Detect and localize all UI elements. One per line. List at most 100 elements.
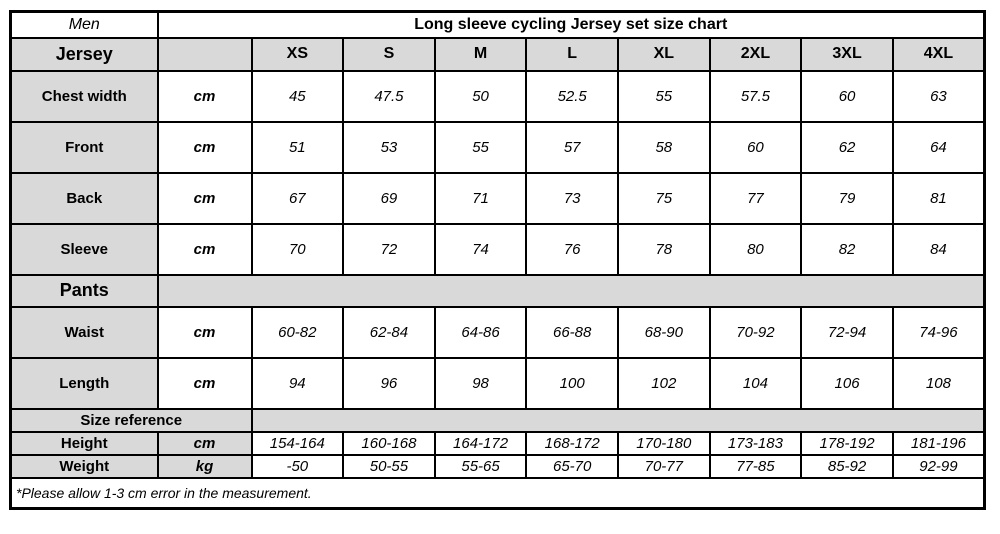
table-row-weight: Weight kg -50 50-55 55-65 65-70 70-77 77… xyxy=(9,453,986,479)
value-cell: 168-172 xyxy=(525,430,619,456)
table-row-size-reference-section: Size reference xyxy=(9,407,986,433)
value-cell: 94 xyxy=(250,356,345,410)
table-row-front: Front cm 51 53 55 57 58 60 62 64 xyxy=(9,120,986,174)
value-cell: 160-168 xyxy=(342,430,436,456)
value-cell: 69 xyxy=(342,171,436,225)
value-cell: 50-55 xyxy=(342,453,436,479)
value-cell: 60 xyxy=(800,69,894,123)
empty-unit-header-cell xyxy=(156,36,253,72)
row-label: Weight xyxy=(9,453,159,479)
pants-section-spacer xyxy=(156,273,986,308)
value-cell: 108 xyxy=(891,356,986,410)
value-cell: 63 xyxy=(891,69,986,123)
value-cell: 80 xyxy=(708,222,803,276)
value-cell: 154-164 xyxy=(250,430,345,456)
table-row-pants-section: Pants xyxy=(9,273,986,308)
value-cell: 72-94 xyxy=(800,305,894,359)
value-cell: 72 xyxy=(342,222,436,276)
value-cell: 74-96 xyxy=(891,305,986,359)
size-header-s: S xyxy=(342,36,436,72)
size-header-2xl: 2XL xyxy=(708,36,803,72)
value-cell: 170-180 xyxy=(617,430,711,456)
footnote-text: *Please allow 1-3 cm error in the measur… xyxy=(9,476,986,510)
table-row-waist: Waist cm 60-82 62-84 64-86 66-88 68-90 7… xyxy=(9,305,986,359)
value-cell: 57.5 xyxy=(708,69,803,123)
value-cell: 62 xyxy=(800,120,894,174)
value-cell: 181-196 xyxy=(891,430,986,456)
value-cell: 79 xyxy=(800,171,894,225)
table-row-footnote: *Please allow 1-3 cm error in the measur… xyxy=(9,476,986,510)
value-cell: 173-183 xyxy=(708,430,803,456)
unit-cell: cm xyxy=(156,171,253,225)
value-cell: 84 xyxy=(891,222,986,276)
size-header-3xl: 3XL xyxy=(800,36,894,72)
table-row-length: Length cm 94 96 98 100 102 104 106 108 xyxy=(9,356,986,410)
value-cell: 73 xyxy=(525,171,619,225)
unit-cell: cm xyxy=(156,305,253,359)
value-cell: 164-172 xyxy=(433,430,528,456)
unit-cell: cm xyxy=(156,356,253,410)
value-cell: 70-92 xyxy=(708,305,803,359)
value-cell: 68-90 xyxy=(617,305,711,359)
chart-title: Long sleeve cycling Jersey set size char… xyxy=(156,10,986,39)
value-cell: 71 xyxy=(433,171,528,225)
size-reference-section-spacer xyxy=(250,407,986,433)
value-cell: 66-88 xyxy=(525,305,619,359)
value-cell: 45 xyxy=(250,69,345,123)
size-chart-table: Men Long sleeve cycling Jersey set size … xyxy=(9,10,986,510)
value-cell: 55 xyxy=(433,120,528,174)
size-header-m: M xyxy=(433,36,528,72)
section-label-pants: Pants xyxy=(9,273,159,308)
value-cell: 65-70 xyxy=(525,453,619,479)
value-cell: 47.5 xyxy=(342,69,436,123)
table-row-sizes: Jersey XS S M L XL 2XL 3XL 4XL xyxy=(9,36,986,72)
value-cell: 60-82 xyxy=(250,305,345,359)
table-row-chest-width: Chest width cm 45 47.5 50 52.5 55 57.5 6… xyxy=(9,69,986,123)
table-row-back: Back cm 67 69 71 73 75 77 79 81 xyxy=(9,171,986,225)
row-label: Sleeve xyxy=(9,222,159,276)
gender-label: Men xyxy=(9,10,159,39)
row-label: Length xyxy=(9,356,159,410)
value-cell: 92-99 xyxy=(891,453,986,479)
value-cell: 98 xyxy=(433,356,528,410)
unit-cell: cm xyxy=(156,120,253,174)
value-cell: 55 xyxy=(617,69,711,123)
value-cell: 77 xyxy=(708,171,803,225)
table-row-sleeve: Sleeve cm 70 72 74 76 78 80 82 84 xyxy=(9,222,986,276)
unit-cell: cm xyxy=(156,69,253,123)
row-label: Waist xyxy=(9,305,159,359)
value-cell: 60 xyxy=(708,120,803,174)
value-cell: 64 xyxy=(891,120,986,174)
value-cell: 100 xyxy=(525,356,619,410)
unit-cell: kg xyxy=(156,453,253,479)
value-cell: 53 xyxy=(342,120,436,174)
value-cell: 57 xyxy=(525,120,619,174)
row-label: Front xyxy=(9,120,159,174)
value-cell: 51 xyxy=(250,120,345,174)
size-header-4xl: 4XL xyxy=(891,36,986,72)
value-cell: 77-85 xyxy=(708,453,803,479)
size-header-xs: XS xyxy=(250,36,345,72)
size-header-l: L xyxy=(525,36,619,72)
value-cell: -50 xyxy=(250,453,345,479)
value-cell: 76 xyxy=(525,222,619,276)
section-label-size-reference: Size reference xyxy=(9,407,253,433)
value-cell: 70-77 xyxy=(617,453,711,479)
value-cell: 70 xyxy=(250,222,345,276)
row-label: Height xyxy=(9,430,159,456)
value-cell: 58 xyxy=(617,120,711,174)
value-cell: 96 xyxy=(342,356,436,410)
row-label: Back xyxy=(9,171,159,225)
value-cell: 67 xyxy=(250,171,345,225)
value-cell: 104 xyxy=(708,356,803,410)
value-cell: 62-84 xyxy=(342,305,436,359)
row-label: Chest width xyxy=(9,69,159,123)
value-cell: 50 xyxy=(433,69,528,123)
value-cell: 106 xyxy=(800,356,894,410)
value-cell: 178-192 xyxy=(800,430,894,456)
unit-cell: cm xyxy=(156,430,253,456)
value-cell: 81 xyxy=(891,171,986,225)
table-row-header: Men Long sleeve cycling Jersey set size … xyxy=(9,10,986,39)
value-cell: 78 xyxy=(617,222,711,276)
value-cell: 75 xyxy=(617,171,711,225)
